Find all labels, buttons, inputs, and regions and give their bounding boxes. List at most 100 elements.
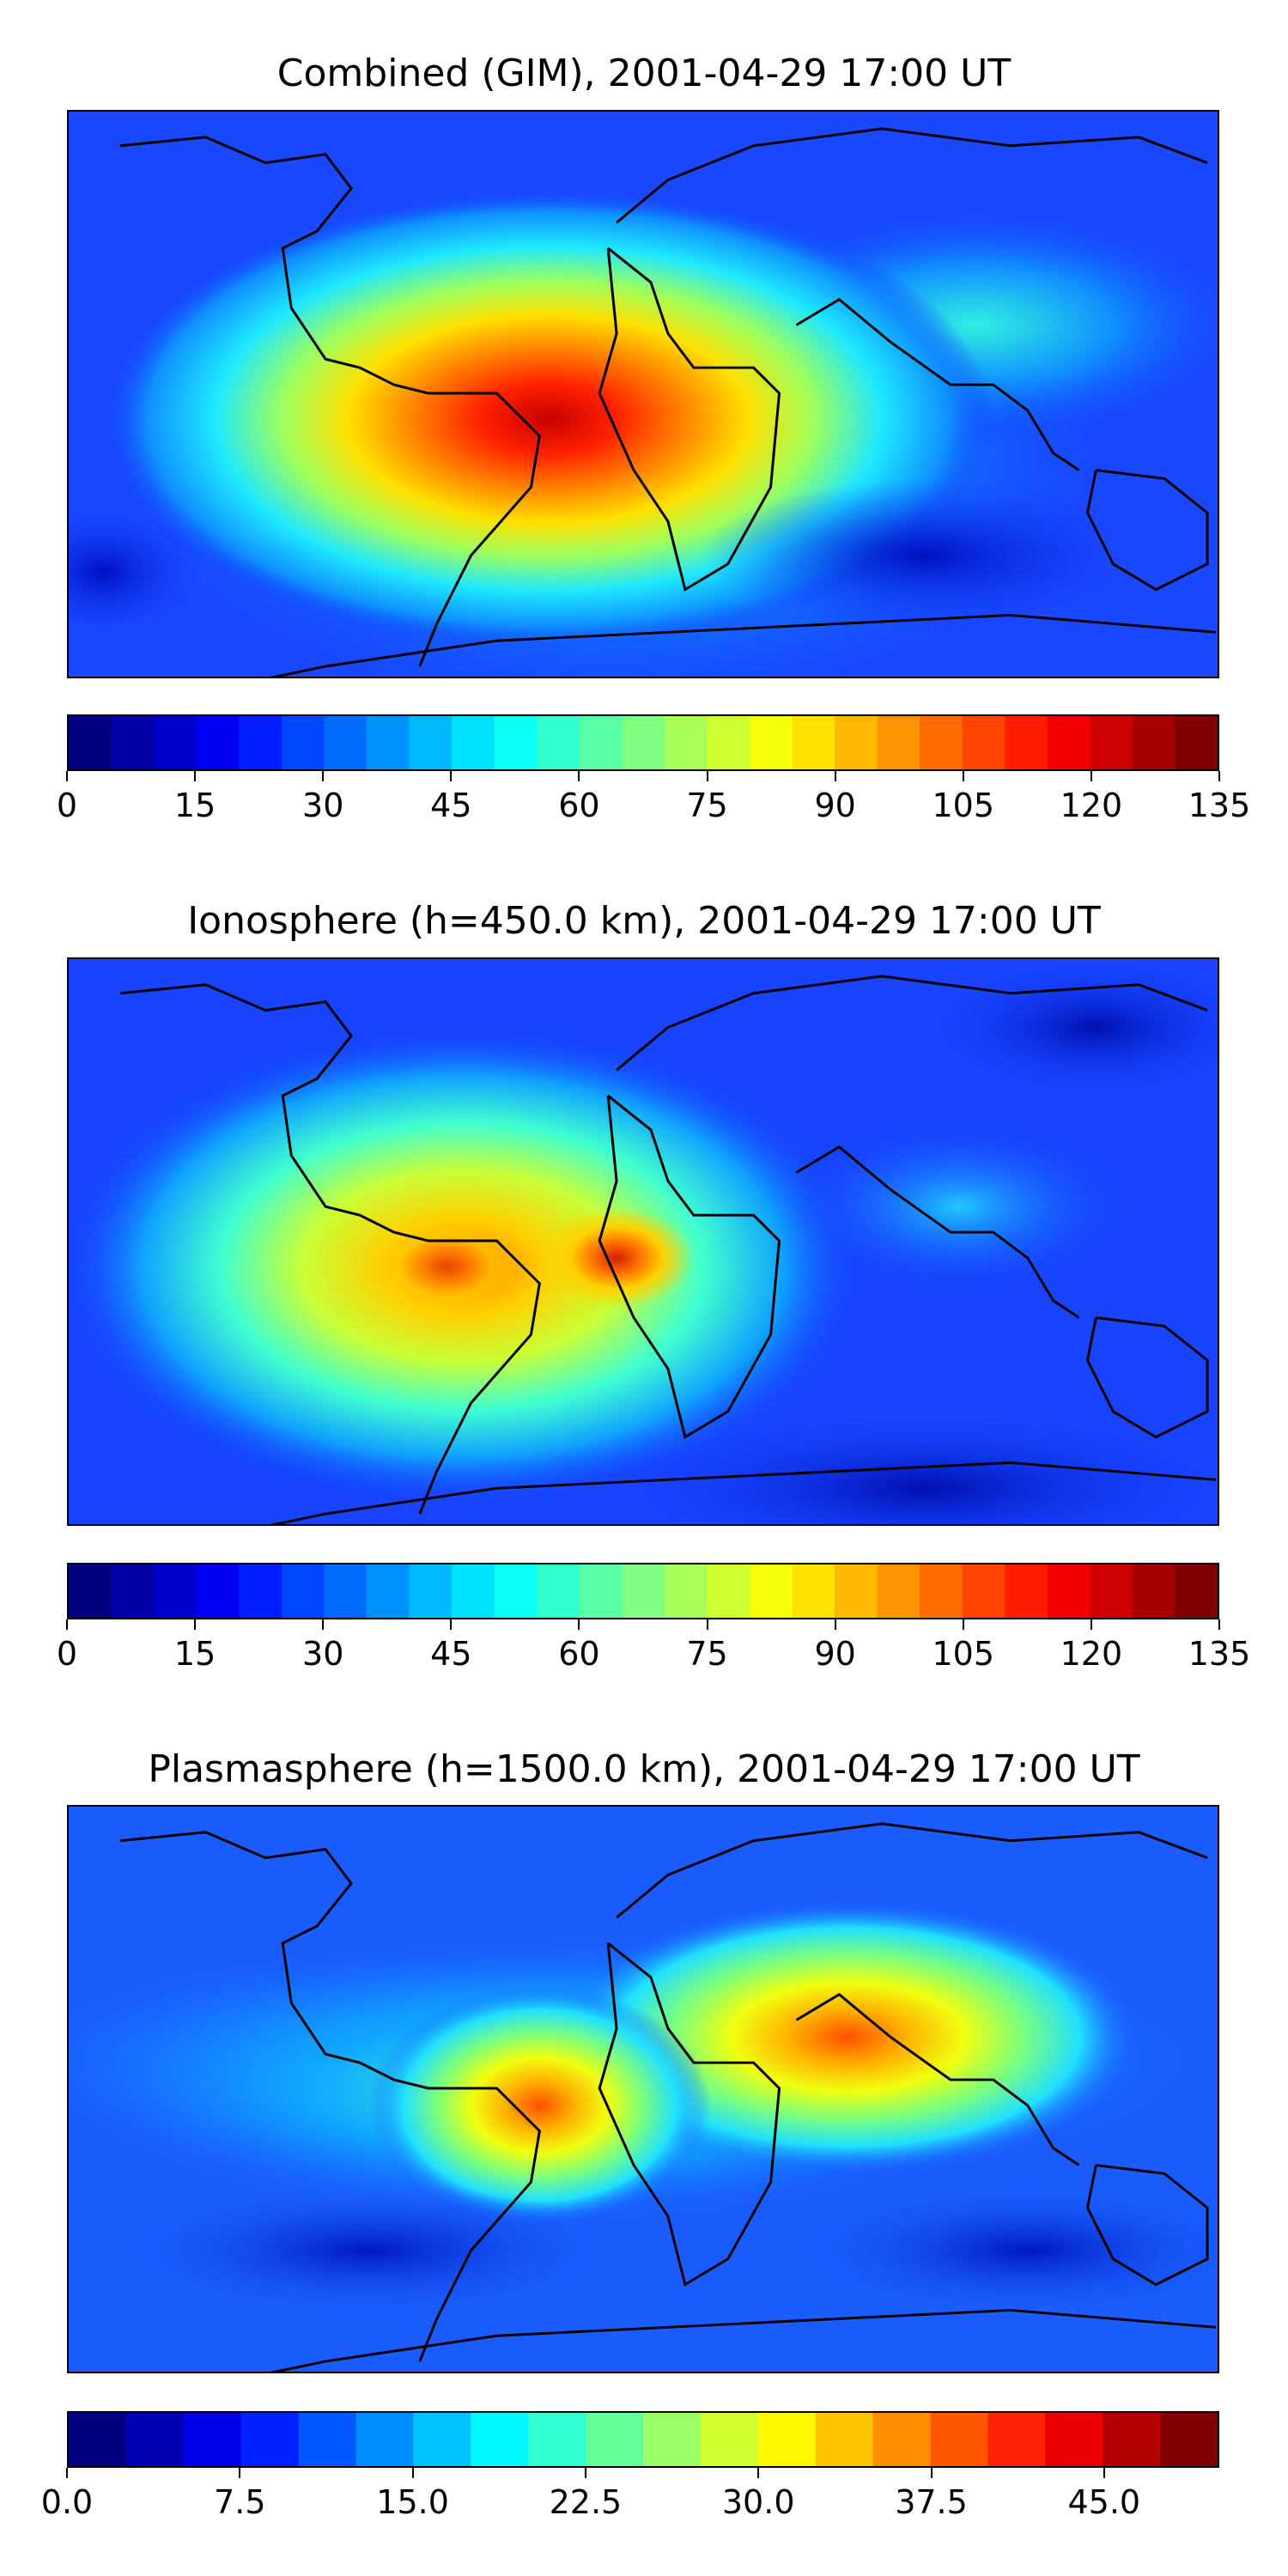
colorbar-swatch — [920, 1564, 963, 1618]
colorbar-tick — [1218, 1619, 1220, 1630]
colorbar-swatch — [1005, 1564, 1048, 1618]
colorbar-swatch — [111, 1564, 155, 1618]
panel-2-colorbar-ticks: 0 15 30 45 60 75 90 105 120 135 — [57, 1619, 1250, 1673]
colorbar-tick — [578, 1619, 580, 1630]
colorbar-swatch — [622, 716, 665, 769]
colorbar-swatch — [1160, 2413, 1218, 2466]
colorbar-swatch — [452, 1564, 495, 1618]
colorbar-swatch — [239, 716, 283, 769]
colorbar-swatch — [154, 1564, 197, 1618]
colorbar-tick — [194, 1619, 197, 1630]
colorbar-swatch — [877, 1564, 920, 1618]
colorbar-tick — [834, 1619, 836, 1630]
colorbar-tick — [322, 771, 325, 781]
colorbar-tick-label: 45.0 — [1067, 2483, 1141, 2521]
colorbar-tick-label: 30 — [302, 787, 344, 824]
colorbar-tick — [706, 771, 708, 781]
colorbar-swatch — [749, 1564, 793, 1618]
colorbar-tick — [66, 1619, 68, 1630]
colorbar-tick — [584, 2468, 586, 2478]
colorbar-swatch — [757, 2413, 817, 2466]
colorbar-swatch — [413, 2413, 471, 2466]
coastlines — [119, 975, 1217, 1524]
colorbar-swatch — [452, 716, 495, 769]
colorbar-tick — [411, 2468, 414, 2478]
panel-3-map-plot — [69, 1807, 1218, 2372]
colorbar-swatch — [471, 2413, 529, 2466]
panel-2-title: Ionosphere (h=450.0 km), 2001-04-29 17:0… — [187, 899, 1101, 943]
colorbar-tick — [1090, 1619, 1092, 1630]
colorbar-swatch — [586, 2413, 644, 2466]
colorbar-swatch — [1175, 716, 1218, 769]
panel-3-map — [67, 1805, 1219, 2373]
colorbar-swatch — [1090, 716, 1133, 769]
colorbar-swatch — [962, 716, 1005, 769]
panel-1-colorbar-swatches — [69, 716, 1218, 769]
colorbar-tick — [322, 1619, 325, 1630]
colorbar-tick — [962, 1619, 964, 1630]
colorbar-swatch — [281, 716, 325, 769]
colorbar-tick — [66, 2468, 68, 2478]
colorbar-tick-label: 0 — [56, 1635, 78, 1673]
colorbar-swatch — [1103, 2413, 1161, 2466]
panel-3-colorbar-swatches — [69, 2413, 1218, 2466]
colorbar-swatch — [1175, 1564, 1218, 1618]
colorbar-swatch — [537, 1564, 580, 1618]
colorbar-tick — [757, 2468, 760, 2478]
colorbar-swatch — [125, 2413, 185, 2466]
colorbar-swatch — [154, 716, 197, 769]
colorbar-swatch — [1047, 1564, 1091, 1618]
colorbar-swatch — [792, 716, 835, 769]
colorbar-swatch — [111, 716, 155, 769]
colorbar-tick — [239, 2468, 241, 2478]
colorbar-swatch — [324, 716, 368, 769]
colorbar-swatch — [664, 716, 708, 769]
colorbar-tick-label: 75 — [686, 787, 728, 824]
colorbar-swatch — [1132, 716, 1176, 769]
panel-2-colorbar — [67, 1563, 1219, 1619]
colorbar-tick-label: 135 — [1188, 1635, 1251, 1673]
colorbar-tick — [1090, 771, 1092, 781]
colorbar-tick-label: 135 — [1188, 787, 1251, 824]
panel-2-colorbar-swatches — [69, 1564, 1218, 1618]
colorbar-swatch — [281, 1564, 325, 1618]
colorbar-tick-label: 0 — [56, 787, 78, 824]
panel-2-map-plot — [69, 959, 1218, 1524]
colorbar-swatch — [792, 1564, 835, 1618]
colorbar-tick-label: 0.0 — [40, 2483, 94, 2521]
panel-3-colorbar-ticks: 0.0 7.5 15.0 22.5 30.0 37.5 45.0 — [41, 2468, 1219, 2521]
colorbar-swatch — [183, 2413, 242, 2466]
colorbar-swatch — [700, 2413, 759, 2466]
colorbar-tick-label: 15.0 — [376, 2483, 449, 2521]
colorbar-swatch — [494, 716, 538, 769]
colorbar-swatch — [196, 1564, 240, 1618]
colorbar-swatch — [877, 716, 920, 769]
coastlines — [119, 127, 1217, 677]
colorbar-swatch — [537, 716, 580, 769]
colorbar-swatch — [324, 1564, 368, 1618]
colorbar-swatch — [239, 1564, 283, 1618]
colorbar-swatch — [409, 716, 453, 769]
colorbar-tick — [450, 771, 453, 781]
colorbar-swatch — [366, 716, 410, 769]
colorbar-swatch — [494, 1564, 538, 1618]
colorbar-swatch — [1005, 716, 1048, 769]
colorbar-tick-label: 30.0 — [721, 2483, 795, 2521]
colorbar-tick-label: 60 — [558, 1635, 600, 1673]
colorbar-tick-label: 90 — [814, 787, 856, 824]
colorbar-tick — [66, 771, 68, 781]
coastlines — [119, 1822, 1217, 2372]
panel-3-colorbar — [67, 2411, 1219, 2468]
colorbar-tick-label: 105 — [932, 787, 995, 824]
colorbar-swatch — [579, 1564, 623, 1618]
colorbar-swatch — [579, 716, 623, 769]
colorbar-tick — [1218, 771, 1220, 781]
colorbar-swatch — [815, 2413, 874, 2466]
colorbar-swatch — [707, 716, 750, 769]
colorbar-swatch — [622, 1564, 665, 1618]
panel-1-colorbar-ticks: 0 15 30 45 60 75 90 105 120 135 — [57, 771, 1250, 824]
panel-2-map — [67, 957, 1219, 1526]
colorbar-tick — [962, 771, 964, 781]
colorbar-swatch — [528, 2413, 586, 2466]
colorbar-swatch — [643, 2413, 702, 2466]
